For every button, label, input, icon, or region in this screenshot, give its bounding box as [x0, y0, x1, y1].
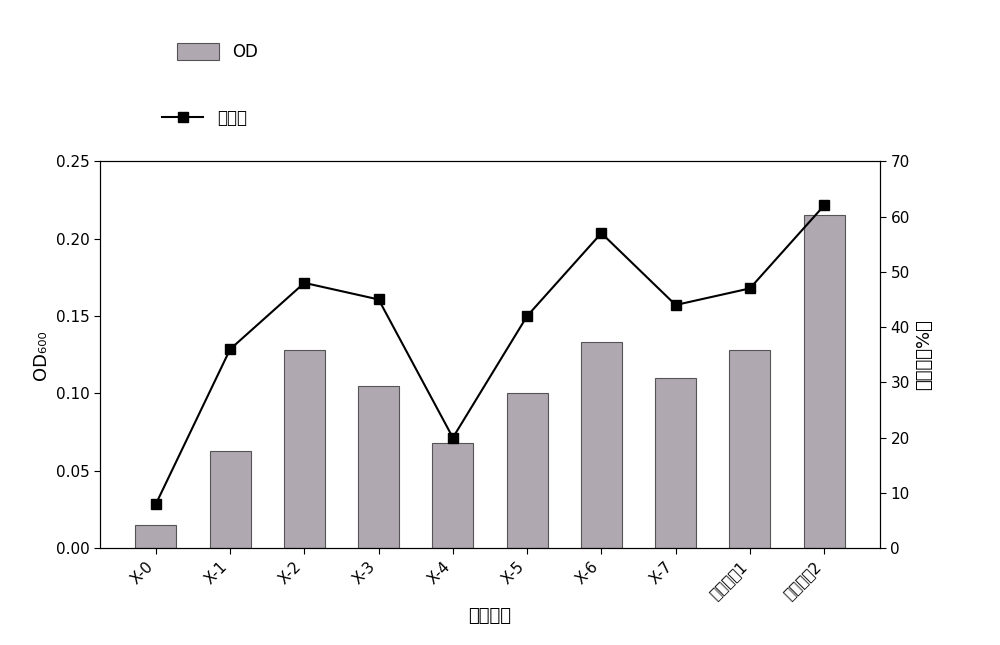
- Y-axis label: 降解率（%）: 降解率（%）: [915, 319, 933, 390]
- Bar: [655, 378, 696, 548]
- Bar: [581, 342, 622, 548]
- Y-axis label: OD₆₀₀: OD₆₀₀: [32, 330, 50, 380]
- Bar: [507, 393, 548, 548]
- Bar: [284, 350, 325, 548]
- Bar: [358, 386, 399, 548]
- Bar: [432, 443, 473, 548]
- X-axis label: 菌株编号: 菌株编号: [468, 608, 512, 626]
- Bar: [804, 215, 845, 548]
- Legend: 降解率: 降解率: [155, 103, 253, 134]
- Bar: [135, 525, 176, 548]
- Bar: [210, 451, 251, 548]
- Bar: [729, 350, 770, 548]
